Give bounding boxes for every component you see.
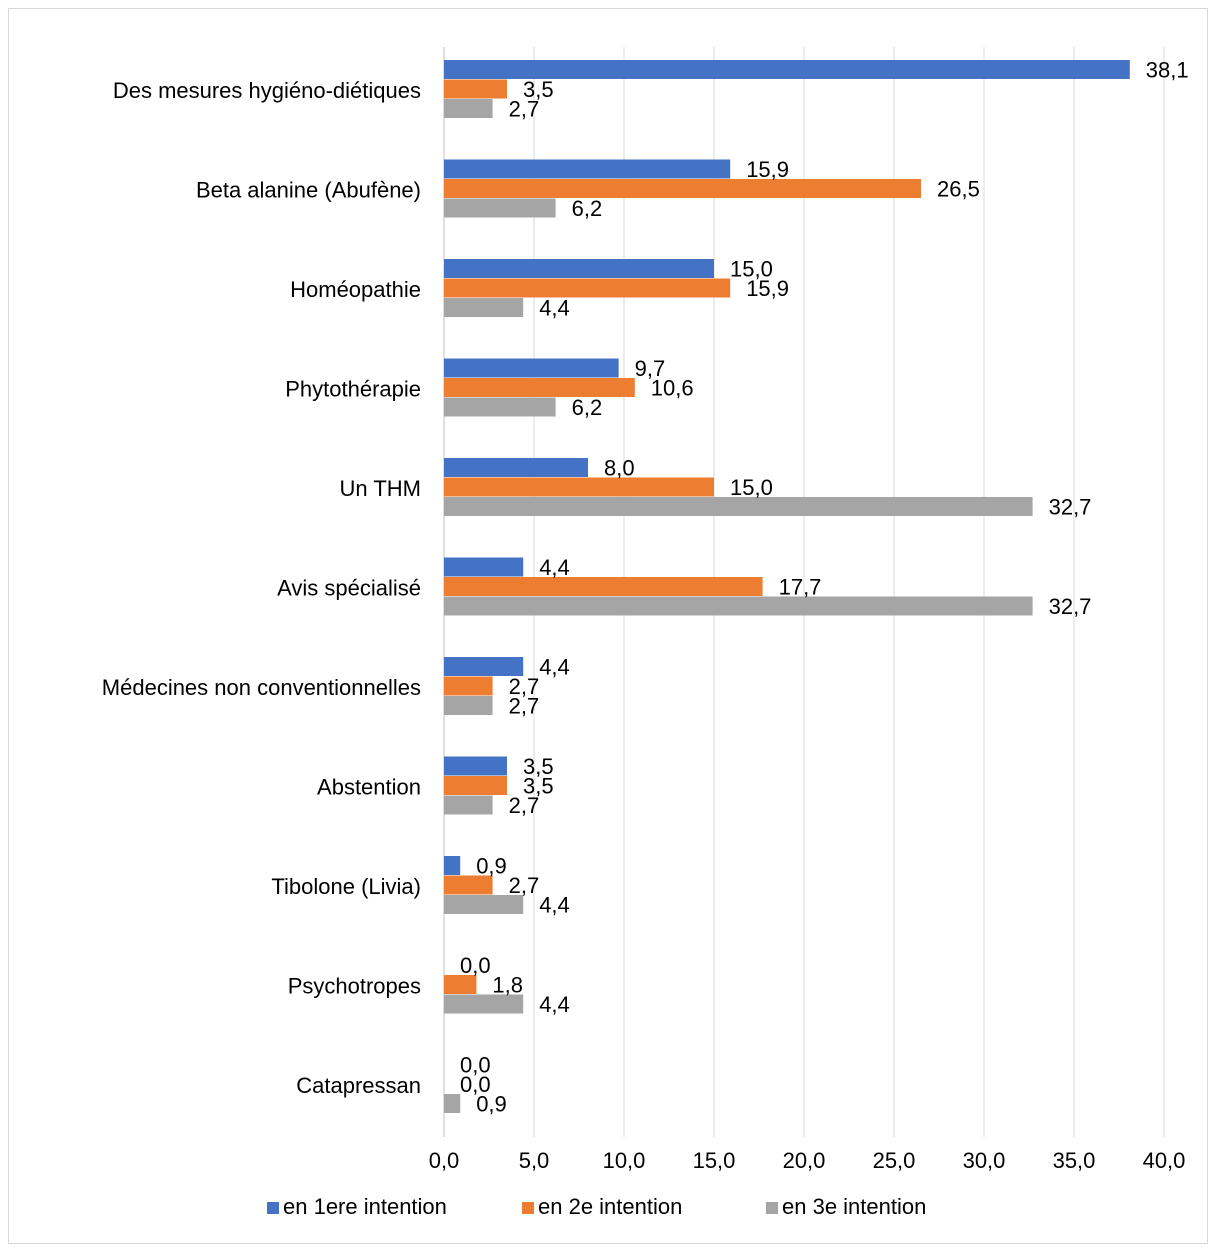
category-label: Psychotropes bbox=[288, 974, 421, 999]
bar bbox=[444, 776, 507, 795]
x-tick-label: 20,0 bbox=[783, 1148, 826, 1173]
data-label: 32,7 bbox=[1049, 594, 1092, 619]
bar bbox=[444, 298, 524, 317]
category-labels: Des mesures hygiéno-diétiques Beta alanin… bbox=[102, 78, 421, 1098]
bar bbox=[444, 198, 556, 218]
gridlines bbox=[443, 47, 1165, 1137]
bar bbox=[444, 577, 763, 596]
data-label: 6,2 bbox=[572, 395, 603, 420]
bar bbox=[444, 397, 556, 417]
data-label: 2,7 bbox=[509, 674, 540, 699]
data-label: 15,9 bbox=[746, 157, 789, 182]
bars bbox=[444, 60, 1130, 1113]
bar bbox=[444, 60, 1130, 79]
data-label: 0,0 bbox=[460, 953, 491, 978]
bar bbox=[444, 557, 524, 577]
bar bbox=[444, 895, 524, 914]
bar bbox=[444, 994, 524, 1014]
bar bbox=[444, 477, 714, 497]
data-label: 4,4 bbox=[539, 555, 570, 580]
x-tick-label: 0,0 bbox=[429, 1148, 460, 1173]
data-label: 0,0 bbox=[460, 1072, 491, 1097]
data-label: 2,7 bbox=[509, 793, 540, 818]
legend-label: en 1ere intention bbox=[283, 1194, 447, 1219]
legend-label: en 3e intention bbox=[782, 1194, 926, 1219]
bar bbox=[444, 795, 493, 815]
data-labels: 38,13,52,715,926,56,215,015,94,49,710,66… bbox=[460, 58, 1189, 1117]
data-label: 15,0 bbox=[730, 257, 773, 282]
bar bbox=[444, 378, 635, 397]
data-label: 4,4 bbox=[539, 992, 570, 1017]
category-label: Homéopathie bbox=[290, 277, 421, 302]
legend-swatch bbox=[766, 1202, 778, 1214]
data-label: 0,9 bbox=[476, 854, 507, 879]
bar-chart: 38,13,52,715,926,56,215,015,94,49,710,66… bbox=[102, 47, 1189, 1219]
data-label: 15,9 bbox=[746, 276, 789, 301]
data-label: 6,2 bbox=[572, 196, 603, 221]
data-label: 26,5 bbox=[937, 177, 980, 202]
data-label: 2,7 bbox=[509, 873, 540, 898]
category-label: Abstention bbox=[317, 775, 421, 800]
bar bbox=[444, 756, 507, 776]
data-label: 8,0 bbox=[604, 456, 635, 481]
bar bbox=[444, 458, 588, 477]
bar bbox=[444, 696, 493, 715]
x-tick-label: 35,0 bbox=[1053, 1148, 1096, 1173]
bar bbox=[444, 975, 477, 994]
legend: en 1ere intention en 2e intention en 3e in… bbox=[267, 1194, 926, 1219]
data-label: 10,6 bbox=[651, 376, 694, 401]
category-label: Médecines non conventionnelles bbox=[102, 675, 421, 700]
bar bbox=[444, 875, 493, 895]
legend-swatch bbox=[267, 1202, 279, 1214]
bar bbox=[444, 1094, 461, 1113]
bar bbox=[444, 79, 507, 99]
x-tick-label: 30,0 bbox=[963, 1148, 1006, 1173]
bar bbox=[444, 497, 1033, 516]
x-axis-tick-labels: 0,0 5,0 10,0 15,0 20,0 25,0 30,0 35,0 40,0 bbox=[429, 1148, 1186, 1173]
category-label: Beta alanine (Abufène) bbox=[196, 178, 421, 203]
bar bbox=[444, 99, 493, 118]
data-label: 32,7 bbox=[1049, 495, 1092, 520]
category-label: Phytothérapie bbox=[285, 377, 421, 402]
x-tick-label: 10,0 bbox=[603, 1148, 646, 1173]
data-label: 4,4 bbox=[539, 893, 570, 918]
legend-label: en 2e intention bbox=[538, 1194, 682, 1219]
x-tick-label: 5,0 bbox=[519, 1148, 550, 1173]
bar bbox=[444, 179, 921, 198]
data-label: 0,0 bbox=[460, 1053, 491, 1078]
data-label: 0,9 bbox=[476, 1092, 507, 1117]
data-label: 3,5 bbox=[523, 754, 554, 779]
data-label: 1,8 bbox=[492, 973, 523, 998]
x-tick-label: 15,0 bbox=[693, 1148, 736, 1173]
x-tick-label: 25,0 bbox=[873, 1148, 916, 1173]
category-label: Un THM bbox=[340, 476, 422, 501]
bar bbox=[444, 676, 493, 696]
data-label: 15,0 bbox=[730, 475, 773, 500]
data-label: 38,1 bbox=[1146, 58, 1189, 83]
data-label: 4,4 bbox=[539, 296, 570, 321]
data-label: 3,5 bbox=[523, 77, 554, 102]
bar bbox=[444, 596, 1033, 616]
bar bbox=[444, 159, 731, 179]
chart-frame: 38,1 3,5 2,7 15,9 26,5 6,2 15,0 15,9 4,4 9,7 10,6 6… bbox=[8, 8, 1208, 1244]
bar bbox=[444, 856, 461, 875]
bar bbox=[444, 278, 731, 298]
data-label: 17,7 bbox=[779, 575, 822, 600]
data-label: 4,4 bbox=[539, 655, 570, 680]
bar bbox=[444, 657, 524, 676]
data-label: 2,7 bbox=[509, 97, 540, 122]
category-label: Des mesures hygiéno-diétiques bbox=[113, 78, 421, 103]
data-label: 2,7 bbox=[509, 694, 540, 719]
x-tick-label: 40,0 bbox=[1143, 1148, 1186, 1173]
data-label: 9,7 bbox=[635, 356, 666, 381]
bar bbox=[444, 358, 619, 378]
data-label: 3,5 bbox=[523, 774, 554, 799]
category-label: Tibolone (Livia) bbox=[271, 874, 421, 899]
bar bbox=[444, 259, 714, 278]
category-label: Avis spécialisé bbox=[277, 576, 421, 601]
legend-swatch bbox=[522, 1202, 534, 1214]
category-label: Catapressan bbox=[296, 1073, 421, 1098]
